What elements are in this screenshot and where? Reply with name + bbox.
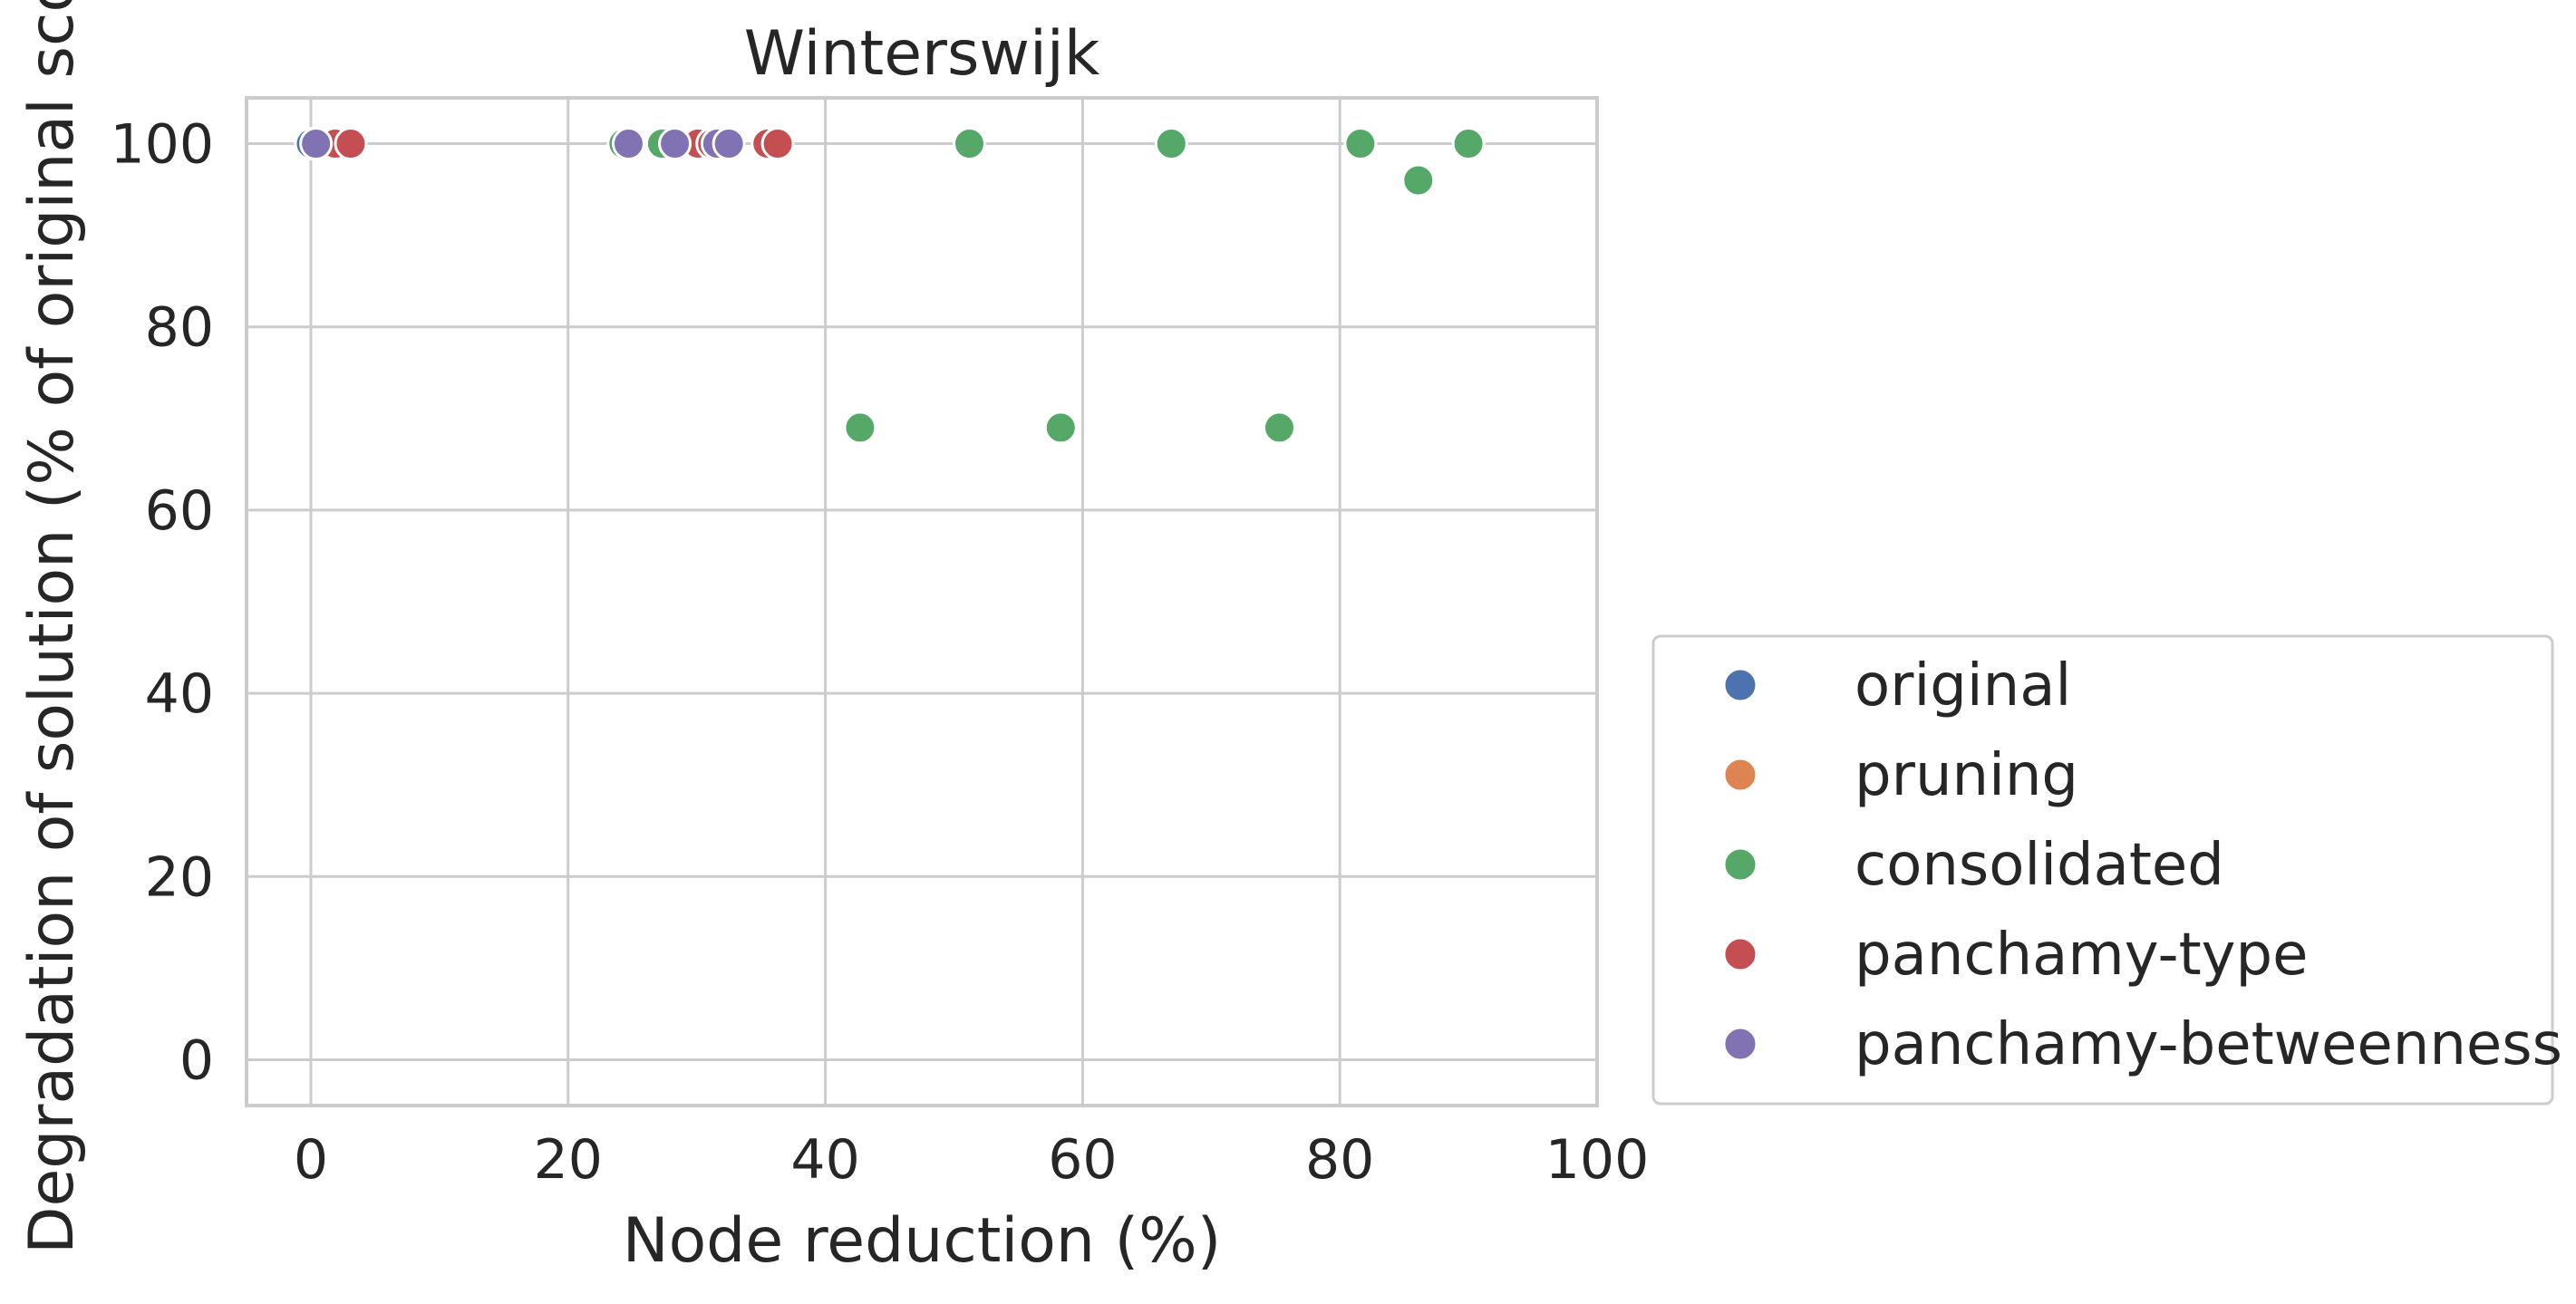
data-point <box>712 127 746 161</box>
x-tick-label: 60 <box>1048 1128 1117 1192</box>
chart-title: Winterswijk <box>744 18 1100 90</box>
x-axis-title: Node reduction (%) <box>623 1205 1222 1277</box>
legend-label: panchamy-type <box>1855 922 2309 989</box>
data-point <box>1043 411 1078 445</box>
data-point <box>299 127 334 161</box>
legend-item: panchamy-betweenness <box>1722 1011 2562 1078</box>
legend-label: pruning <box>1855 742 2078 809</box>
x-tick-label: 100 <box>1545 1128 1650 1192</box>
axis-ticks: 0 20 40 60 80 100 0 20 40 60 80 100 <box>110 113 1649 1192</box>
data-point <box>760 127 795 161</box>
data-point <box>334 127 368 161</box>
y-tick-label: 100 <box>110 113 214 177</box>
legend-marker <box>1722 667 1758 703</box>
legend-label: consolidated <box>1855 832 2224 899</box>
data-point <box>1343 127 1378 161</box>
data-point <box>1262 411 1296 445</box>
data-point <box>843 411 877 445</box>
legend-label: panchamy-betweenness <box>1855 1011 2562 1078</box>
legend-item: original <box>1722 652 2071 720</box>
legend-item: pruning <box>1722 742 2078 809</box>
y-axis-title: Degradation of solution (% of original s… <box>16 0 88 1254</box>
data-point <box>611 127 645 161</box>
y-tick-label: 80 <box>145 296 214 360</box>
data-point <box>1451 127 1486 161</box>
legend-item: consolidated <box>1722 832 2224 899</box>
y-tick-label: 0 <box>179 1029 214 1092</box>
x-tick-label: 40 <box>790 1128 859 1192</box>
grid-lines <box>247 98 1599 1106</box>
series-panchamy-betweenness <box>299 127 746 161</box>
x-tick-label: 80 <box>1305 1128 1374 1192</box>
y-tick-label: 40 <box>145 662 214 726</box>
legend-item: panchamy-type <box>1722 922 2309 989</box>
data-point <box>953 127 987 161</box>
y-tick-label: 60 <box>145 479 214 543</box>
legend-label: original <box>1855 652 2071 720</box>
legend-marker <box>1722 936 1758 972</box>
legend-marker <box>1722 1026 1758 1062</box>
data-point <box>1401 163 1436 198</box>
data-point <box>1154 127 1188 161</box>
data-points <box>294 127 1486 445</box>
y-tick-label: 20 <box>145 845 214 909</box>
legend-marker <box>1722 846 1758 883</box>
x-tick-label: 20 <box>534 1128 603 1192</box>
legend: original pruning consolidated panchamy-type… <box>1651 634 2562 1106</box>
data-point <box>658 127 692 161</box>
series-consolidated <box>606 127 1486 445</box>
legend-frame <box>1651 634 2554 1106</box>
legend-marker <box>1722 757 1758 793</box>
x-tick-label: 0 <box>294 1128 328 1192</box>
plot-frame <box>245 96 1599 1107</box>
